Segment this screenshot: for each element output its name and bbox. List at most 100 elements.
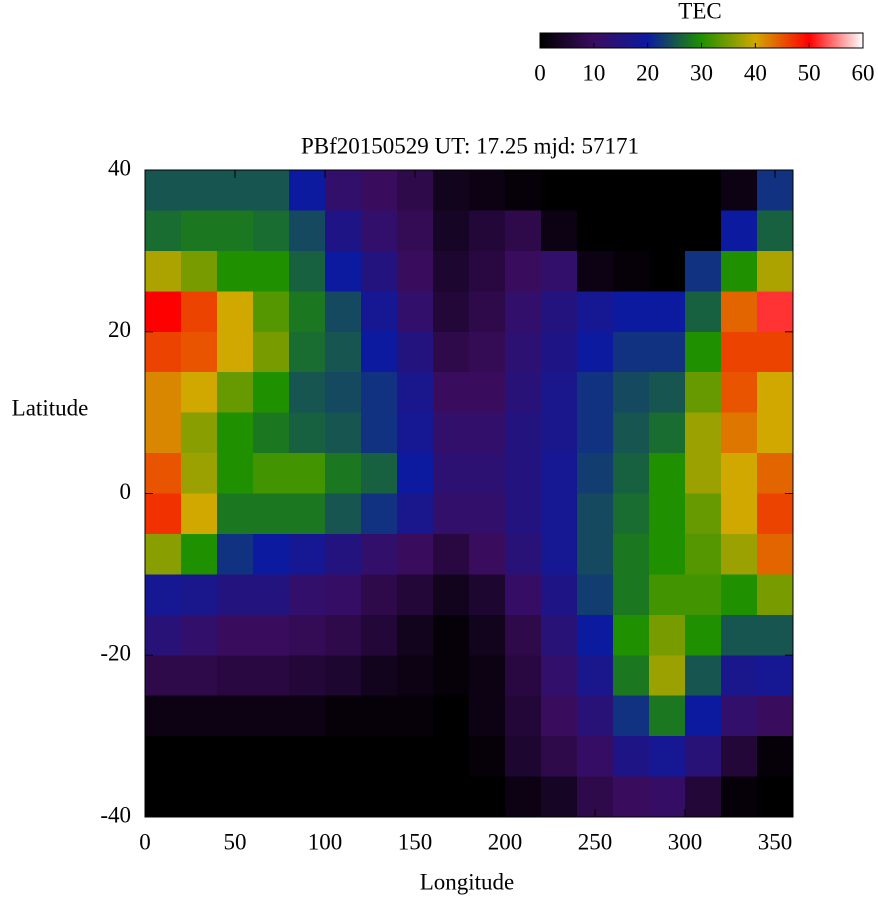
heatmap-cell [541,493,578,535]
heatmap-cell [721,291,758,333]
heatmap-cell [181,250,218,292]
heatmap-cell [145,250,182,292]
heatmap-cell [397,210,434,252]
heatmap-cell [145,776,182,818]
heatmap-cell [433,453,470,495]
heatmap-cell [397,372,434,414]
heatmap-cell [721,655,758,697]
heatmap-cell [505,695,542,737]
heatmap-cell [325,210,362,252]
heatmap-cell [721,574,758,616]
heatmap-cell [685,412,722,454]
heatmap-cell [685,574,722,616]
heatmap-cell [721,493,758,535]
heatmap-cell [541,776,578,818]
heatmap-cell [721,453,758,495]
heatmap-cell [613,453,650,495]
heatmap-cell [577,210,614,252]
heatmap-cell [289,736,326,778]
x-axis-label: Longitude [420,869,515,894]
heatmap-cell [325,291,362,333]
heatmap-cell [613,695,650,737]
heatmap-cell [649,412,686,454]
heatmap-cell [721,533,758,575]
heatmap-cell [757,372,794,414]
heatmap-cell [361,574,398,616]
heatmap-cell [685,533,722,575]
heatmap-cell [721,331,758,373]
heatmap-cell [361,655,398,697]
heatmap-cell [649,574,686,616]
heatmap-cell [541,655,578,697]
heatmap-cell [433,493,470,535]
heatmap-cell [613,331,650,373]
heatmap-cell [433,170,470,212]
heatmap-cell [541,331,578,373]
heatmap-cell [649,533,686,575]
heatmap-cell [181,291,218,333]
y-axis-label: Latitude [12,395,89,420]
heatmap-cell [253,533,290,575]
y-tick-label: -20 [100,641,131,666]
heatmap-cell [685,372,722,414]
heatmap-cell [217,614,254,656]
heatmap-cell [433,614,470,656]
heatmap-cell [253,493,290,535]
y-tick-label: 40 [108,155,131,180]
heatmap-cell [541,736,578,778]
heatmap-cell [397,331,434,373]
heatmap-cell [685,736,722,778]
heatmap-cell [469,250,506,292]
x-tick-label: 150 [398,829,433,854]
x-tick-label: 100 [308,829,343,854]
heatmap-cell [577,412,614,454]
heatmap-cell [145,453,182,495]
heatmap-cell [469,331,506,373]
heatmap-cell [469,574,506,616]
heatmap-cell [181,331,218,373]
heatmap-cell [397,655,434,697]
heatmap-cell [433,736,470,778]
heatmap-cell [325,533,362,575]
heatmap-cell [253,372,290,414]
heatmap-cell [541,574,578,616]
heatmap-cell [577,372,614,414]
heatmap-cell [145,533,182,575]
heatmap-cell [253,453,290,495]
heatmap-cell [181,210,218,252]
heatmap-cell [541,533,578,575]
heatmap-cell [397,695,434,737]
heatmap-cell [361,250,398,292]
heatmap-cell [541,412,578,454]
heatmap-cell [469,372,506,414]
heatmap-cell [757,533,794,575]
heatmap-cell [397,412,434,454]
heatmap-cell [361,210,398,252]
heatmap-cell [361,372,398,414]
heatmap-cells [145,170,794,818]
heatmap-cell [217,412,254,454]
heatmap-cell [361,614,398,656]
colorbar-label: TEC [678,0,721,23]
heatmap-cell [253,736,290,778]
heatmap-cell [289,614,326,656]
heatmap-cell [217,331,254,373]
heatmap-cell [721,776,758,818]
heatmap-cell [757,412,794,454]
colorbar-tick-label: 50 [798,60,821,85]
heatmap-cell [685,331,722,373]
heatmap-cell [289,412,326,454]
heatmap-cell [613,493,650,535]
heatmap-cell [757,210,794,252]
heatmap-cell [757,614,794,656]
heatmap-cell [577,291,614,333]
heatmap-cell [181,372,218,414]
heatmap-cell [181,493,218,535]
heatmap-cell [361,776,398,818]
heatmap-cell [541,695,578,737]
heatmap-cell [433,210,470,252]
heatmap-cell [613,736,650,778]
heatmap-cell [433,291,470,333]
heatmap-cell [649,614,686,656]
